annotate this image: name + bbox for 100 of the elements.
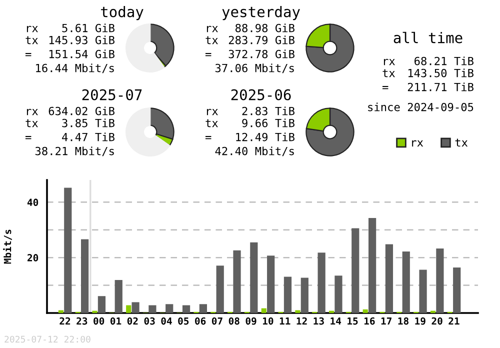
bar (267, 256, 275, 313)
bar (284, 276, 292, 313)
chart-title: 2025-07 (82, 89, 142, 100)
bar (199, 304, 207, 313)
text: tx (206, 36, 218, 44)
x-tick-label: 20 (432, 317, 442, 325)
bar (233, 250, 241, 313)
text: tx (26, 36, 38, 44)
y-axis-title: Mbit/s (3, 230, 12, 264)
donut-slice (306, 108, 354, 156)
text: 2.83 TiB (242, 106, 294, 116)
donut-slice (306, 24, 354, 72)
text: rx (206, 26, 218, 32)
bar (250, 242, 258, 313)
x-tick-label: 09 (246, 317, 256, 325)
x-tick-label: 04 (161, 317, 172, 325)
text: 12.49 TiB (236, 132, 294, 142)
text: tx (26, 119, 38, 128)
bar (166, 304, 174, 313)
text: 283.79 GiB (228, 36, 294, 44)
x-tick-label: 21 (448, 317, 460, 325)
text: 9.66 TiB (242, 118, 294, 128)
x-tick-label: 06 (195, 317, 206, 325)
text: 5.61 GiB (62, 24, 114, 32)
donut-slice (125, 23, 165, 73)
text: 3.85 TiB (62, 118, 114, 128)
text: = (25, 136, 32, 140)
bar (58, 310, 64, 313)
legend-label: rx (412, 140, 424, 146)
text: tx (382, 69, 395, 78)
text: since 2024-09-05 (368, 102, 474, 112)
bar (80, 239, 89, 313)
bar (64, 188, 72, 313)
bar (182, 305, 190, 313)
x-tick-label: 17 (381, 317, 392, 325)
text: 4.47 TiB (62, 132, 114, 142)
text: 42.40 Mbit/s (215, 146, 294, 156)
x-tick-label: 02 (127, 317, 138, 325)
text: rx (26, 108, 38, 116)
text: = (25, 53, 32, 56)
text: 37.06 Mbit/s (215, 64, 294, 74)
bar (216, 266, 224, 313)
bar (402, 251, 410, 313)
x-tick-label: 05 (178, 317, 189, 325)
text: 145.93 GiB (49, 36, 114, 44)
x-tick-label: 23 (76, 317, 88, 325)
x-tick-label: 07 (212, 317, 222, 325)
x-tick-label: 22 (60, 317, 70, 325)
x-tick-label: 14 (330, 317, 342, 325)
text: = (205, 53, 212, 56)
bar (436, 248, 444, 313)
bar (261, 308, 266, 313)
text: 151.54 GiB (49, 50, 114, 58)
x-tick-label: 13 (314, 317, 324, 325)
x-tick-label: 11 (280, 317, 290, 325)
x-tick-label: 19 (415, 317, 426, 325)
chart-title: 2025-06 (231, 89, 291, 100)
text: 634.02 GiB (48, 106, 114, 116)
text: 38.21 Mbit/s (35, 146, 114, 156)
x-tick-label: 10 (262, 317, 274, 325)
text: rx (206, 108, 218, 116)
chart-title: yesterday (222, 6, 300, 20)
bar (318, 252, 326, 313)
bar (148, 305, 156, 313)
text: 88.98 GiB (236, 24, 294, 32)
x-tick-label: 18 (398, 317, 408, 325)
text: 211.71 TiB (408, 82, 474, 92)
bar (362, 309, 368, 313)
x-tick-label: 00 (94, 317, 104, 325)
bar (334, 276, 342, 313)
x-tick-label: 03 (144, 317, 155, 325)
bar (132, 302, 140, 313)
legend-label: tx (455, 138, 468, 146)
bar (114, 280, 122, 313)
text: 16.44 Mbit/s (36, 64, 114, 74)
text: all time (394, 32, 462, 44)
x-tick-label: 12 (296, 317, 307, 325)
text: = (205, 136, 212, 140)
text: 68.21 TiB (414, 56, 474, 66)
x-tick-label: 16 (364, 317, 375, 325)
bar (368, 218, 376, 313)
text: = (382, 86, 388, 90)
y-tick-label: 40 (27, 198, 38, 206)
text: tx (206, 119, 218, 128)
text: rx (384, 58, 395, 66)
bar (295, 310, 300, 313)
chart-title: today (100, 6, 144, 20)
bar (126, 305, 132, 313)
x-tick-label: 15 (348, 317, 358, 325)
bar (385, 244, 394, 313)
bar (300, 278, 308, 313)
bar (419, 270, 427, 313)
bar (453, 268, 461, 313)
text: rx (26, 26, 38, 32)
x-tick-label: 01 (110, 317, 122, 325)
text: 372.78 GiB (228, 50, 294, 58)
bar (352, 228, 360, 313)
x-tick-label: 08 (228, 317, 240, 325)
text: 143.50 TiB (408, 68, 474, 78)
bar (98, 296, 106, 313)
